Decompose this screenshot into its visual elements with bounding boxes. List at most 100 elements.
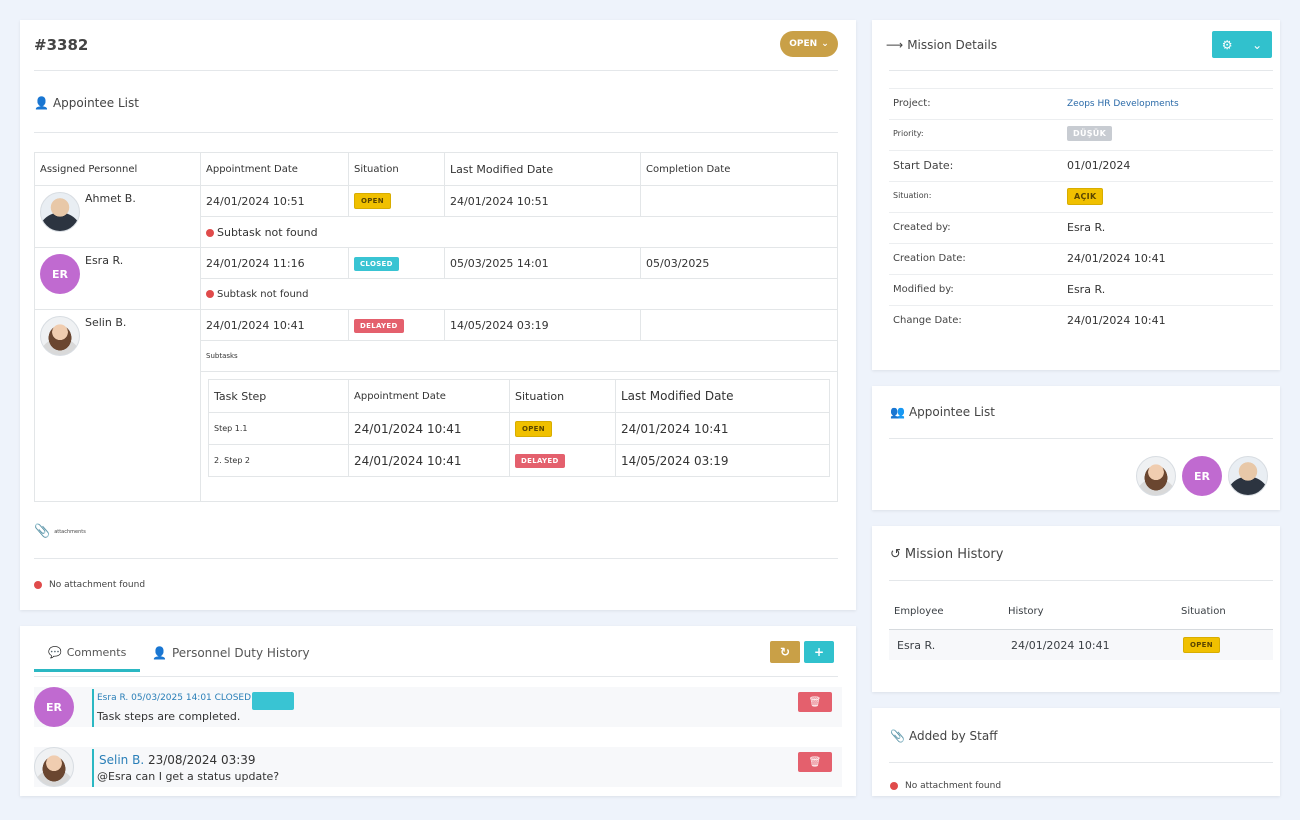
appointment-date: 24/01/2024 10:41 — [348, 412, 510, 445]
delete-comment-button[interactable]: 🗑 — [798, 692, 832, 712]
comment-item: Selin B. 23/08/2024 03:39 @Esra can I ge… — [34, 747, 842, 787]
table-row: 2. Step 2 24/01/2024 10:41 DELAYED 14/05… — [208, 444, 830, 477]
history-employee: Esra R. — [897, 639, 936, 652]
col-header: Completion Date — [640, 152, 838, 186]
subtask-note: Subtask not found — [217, 288, 309, 300]
gear-icon: ⚙ — [1221, 37, 1233, 52]
comment-date: 23/08/2024 03:39 — [147, 753, 256, 767]
col-header: Employee — [894, 606, 944, 617]
tab-comments[interactable]: 💬 Comments — [34, 646, 141, 672]
col-header: Task Step — [208, 379, 349, 413]
ticket-id: #3382 — [34, 36, 89, 54]
detail-value: 24/01/2024 10:41 — [1067, 252, 1166, 265]
appointee-table: Assigned Personnel Appointment Date Situ… — [34, 152, 838, 502]
completion-date: 05/03/2025 — [640, 247, 838, 279]
detail-key: Situation: — [893, 191, 932, 200]
appointees-card: 👥 Appointee List ER — [872, 386, 1280, 510]
status-label: OPEN — [789, 39, 818, 49]
detail-value: Esra R. — [1067, 283, 1106, 296]
col-header: Assigned Personnel — [34, 152, 201, 186]
appointee-list-heading: 👥 Appointee List — [890, 405, 995, 419]
personnel-name: Esra R. — [85, 254, 124, 267]
personnel-name: Selin B. — [85, 316, 127, 329]
add-comment-button[interactable]: + — [804, 641, 834, 663]
refresh-icon: ↻ — [779, 645, 791, 659]
detail-key: Project: — [893, 98, 931, 109]
trash-icon: 🗑 — [808, 756, 822, 768]
info-icon — [206, 228, 214, 237]
trash-icon: 🗑 — [808, 696, 822, 708]
delete-comment-button[interactable]: 🗑 — [798, 752, 832, 772]
comment-text: @Esra can I get a status update? — [97, 770, 280, 783]
detail-row-created-by: Created by: Esra R. — [889, 212, 1273, 243]
detail-row-creation-date: Creation Date: 24/01/2024 10:41 — [889, 243, 1273, 274]
status-badge: CLOSED — [354, 256, 399, 271]
detail-row-priority: Priority: DÜŞÜK — [889, 119, 1273, 150]
added-by-staff-card: 📎 Added by Staff No attachment found — [872, 708, 1280, 796]
avatar[interactable] — [1228, 456, 1268, 496]
avatar[interactable]: ER — [1182, 456, 1222, 496]
status-dropdown-button[interactable]: OPEN ⌄ — [780, 31, 838, 57]
alert-icon — [890, 782, 898, 790]
chevron-down-icon: ⌄ — [1252, 37, 1263, 52]
added-by-staff-empty-text: No attachment found — [905, 781, 1002, 791]
modified-date: 24/01/2024 10:41 — [615, 412, 830, 445]
completion-date — [640, 185, 838, 217]
paperclip-icon: 📎 — [34, 524, 51, 539]
appointee-list-heading: 👤 Appointee List — [34, 96, 139, 110]
detail-row-modified-by: Modified by: Esra R. — [889, 274, 1273, 305]
task-step: Step 1.1 — [208, 412, 349, 445]
comment-bar — [92, 689, 94, 727]
detail-key: Creation Date: — [893, 253, 966, 264]
users-icon: 👥 — [890, 405, 905, 419]
user-icon: 👤 — [34, 96, 49, 110]
comment-bar — [92, 749, 94, 787]
comment-author[interactable]: Selin B. — [99, 753, 145, 767]
modified-date: 05/03/2025 14:01 — [444, 247, 641, 279]
table-row: Step 1.1 24/01/2024 10:41 OPEN 24/01/202… — [208, 412, 830, 445]
settings-dropdown-button[interactable]: ⚙ ⌄ — [1212, 31, 1272, 58]
status-badge: DELAYED — [515, 454, 565, 468]
subtask-table: Task Step Appointment Date Situation Las… — [208, 379, 830, 477]
tab-duty-history-label: Personnel Duty History — [171, 646, 310, 660]
paperclip-icon: 📎 — [890, 729, 905, 743]
avatar[interactable] — [1136, 456, 1176, 496]
project-link[interactable]: Zeops HR Developments — [1067, 99, 1179, 109]
priority-badge: DÜŞÜK — [1067, 126, 1113, 141]
col-header: Last Modified Date — [615, 379, 830, 413]
detail-key: Priority: — [893, 129, 924, 138]
status-badge: OPEN — [515, 420, 552, 437]
user-icon: 👤 — [152, 646, 167, 660]
subtask-note: Subtask not found — [217, 225, 318, 239]
col-header: Situation — [509, 379, 616, 413]
table-row: Selin B. 24/01/2024 10:41 DELAYED 14/05/… — [34, 309, 838, 502]
detail-key: Change Date: — [893, 315, 962, 326]
mission-details-title: Mission Details — [907, 38, 998, 52]
detail-value: 01/01/2024 — [1067, 159, 1131, 172]
history-date: 24/01/2024 10:41 — [1011, 639, 1110, 652]
avatar — [40, 316, 80, 356]
subtasks-label: Subtasks — [200, 340, 838, 372]
detail-row-project: Project: Zeops HR Developments — [889, 88, 1273, 119]
appointment-date: 24/01/2024 10:41 — [348, 444, 510, 477]
detail-value: Esra R. — [1067, 221, 1106, 234]
col-header: Last Modified Date — [444, 152, 641, 186]
col-header: Appointment Date — [348, 379, 510, 413]
appointment-date: 24/01/2024 11:16 — [200, 247, 349, 279]
task-step: 2. Step 2 — [208, 444, 349, 477]
tab-duty-history[interactable]: 👤 Personnel Duty History — [152, 646, 310, 660]
appointee-list-title: Appointee List — [908, 405, 995, 419]
col-header: Situation — [1181, 606, 1226, 617]
detail-key: Modified by: — [893, 284, 954, 295]
appointment-date: 24/01/2024 10:41 — [200, 309, 349, 341]
arrow-right-icon: ⟶ — [886, 38, 904, 52]
detail-row-change-date: Change Date: 24/01/2024 10:41 — [889, 305, 1273, 336]
refresh-button[interactable]: ↻ — [770, 641, 800, 663]
status-badge: OPEN — [354, 193, 391, 209]
comment-item: ER Esra R. 05/03/2025 14:01 CLOSED Task … — [34, 687, 842, 727]
ticket-card: #3382 OPEN ⌄ 👤 Appointee List Assigned P… — [20, 20, 856, 610]
info-icon — [206, 289, 214, 298]
comments-icon: 💬 — [48, 646, 62, 659]
avatar — [34, 747, 74, 787]
col-header: History — [1008, 606, 1044, 617]
